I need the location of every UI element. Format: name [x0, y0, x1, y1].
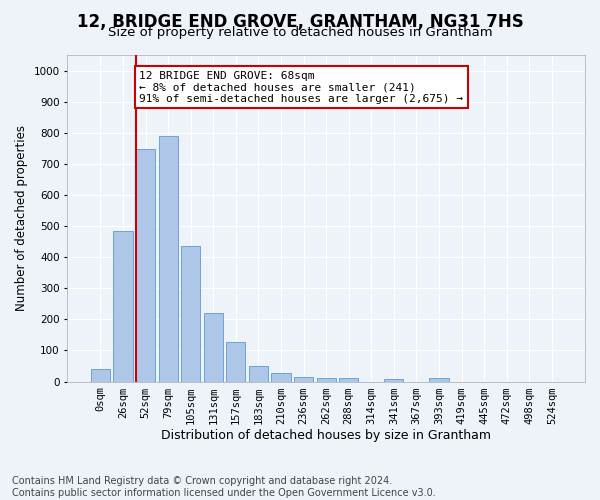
Bar	[384, 379, 403, 382]
Bar	[339, 378, 358, 382]
Bar	[317, 378, 336, 382]
Bar	[430, 378, 449, 382]
Bar	[249, 366, 268, 382]
Bar	[226, 342, 245, 382]
Text: 12 BRIDGE END GROVE: 68sqm
← 8% of detached houses are smaller (241)
91% of semi: 12 BRIDGE END GROVE: 68sqm ← 8% of detac…	[139, 70, 463, 104]
X-axis label: Distribution of detached houses by size in Grantham: Distribution of detached houses by size …	[161, 430, 491, 442]
Bar	[136, 149, 155, 382]
Text: Size of property relative to detached houses in Grantham: Size of property relative to detached ho…	[107, 26, 493, 39]
Bar	[91, 368, 110, 382]
Bar	[294, 377, 313, 382]
Text: Contains HM Land Registry data © Crown copyright and database right 2024.
Contai: Contains HM Land Registry data © Crown c…	[12, 476, 436, 498]
Bar	[113, 230, 133, 382]
Bar	[204, 313, 223, 382]
Bar	[271, 373, 290, 382]
Text: 12, BRIDGE END GROVE, GRANTHAM, NG31 7HS: 12, BRIDGE END GROVE, GRANTHAM, NG31 7HS	[77, 12, 523, 30]
Y-axis label: Number of detached properties: Number of detached properties	[15, 126, 28, 312]
Bar	[181, 246, 200, 382]
Bar	[158, 136, 178, 382]
